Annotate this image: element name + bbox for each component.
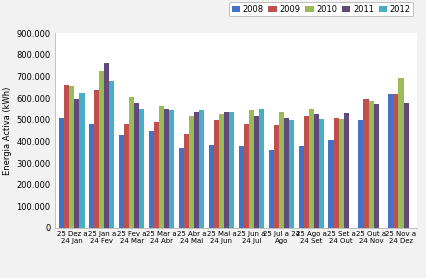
Bar	[389, 94, 393, 228]
Bar	[229, 112, 234, 228]
Bar	[309, 109, 314, 228]
Bar	[209, 145, 214, 228]
Bar	[219, 114, 224, 228]
Bar	[273, 125, 279, 228]
Bar	[129, 97, 134, 228]
Legend: 2008, 2009, 2010, 2011, 2012: 2008, 2009, 2010, 2011, 2012	[229, 3, 413, 16]
Bar	[169, 110, 174, 228]
Bar	[289, 120, 294, 228]
Bar	[214, 120, 219, 228]
Bar	[304, 116, 309, 228]
Bar	[75, 99, 80, 228]
Bar	[69, 86, 75, 228]
Bar	[194, 112, 199, 228]
Bar	[154, 122, 159, 228]
Bar	[139, 109, 144, 228]
Bar	[269, 150, 273, 228]
Bar	[328, 140, 334, 228]
Bar	[104, 63, 109, 228]
Bar	[109, 81, 115, 228]
Bar	[189, 116, 194, 228]
Bar	[119, 135, 124, 228]
Bar	[358, 120, 363, 228]
Bar	[134, 103, 139, 228]
Bar	[99, 71, 104, 228]
Bar	[249, 110, 254, 228]
Bar	[284, 118, 289, 228]
Bar	[94, 90, 99, 228]
Bar	[164, 109, 169, 228]
Bar	[89, 124, 94, 228]
Bar	[314, 114, 319, 228]
Bar	[334, 118, 339, 228]
Bar	[244, 124, 249, 228]
Bar	[149, 131, 154, 228]
Bar	[403, 103, 409, 228]
Bar	[184, 134, 189, 228]
Bar	[239, 146, 244, 228]
Bar	[64, 85, 69, 228]
Bar	[299, 146, 304, 228]
Bar	[224, 112, 229, 228]
Bar	[398, 78, 403, 228]
Bar	[374, 104, 379, 228]
Bar	[368, 101, 374, 228]
Bar	[393, 94, 398, 228]
Bar	[80, 93, 84, 228]
Bar	[363, 99, 368, 228]
Bar	[254, 116, 259, 228]
Bar	[159, 106, 164, 228]
Bar	[124, 124, 129, 228]
Bar	[259, 109, 264, 228]
Bar	[199, 110, 204, 228]
Bar	[344, 113, 349, 228]
Y-axis label: Energia Activa (kWh): Energia Activa (kWh)	[3, 86, 12, 175]
Bar	[319, 119, 324, 228]
Bar	[59, 118, 64, 228]
Bar	[279, 112, 284, 228]
Bar	[339, 119, 344, 228]
Bar	[179, 148, 184, 228]
